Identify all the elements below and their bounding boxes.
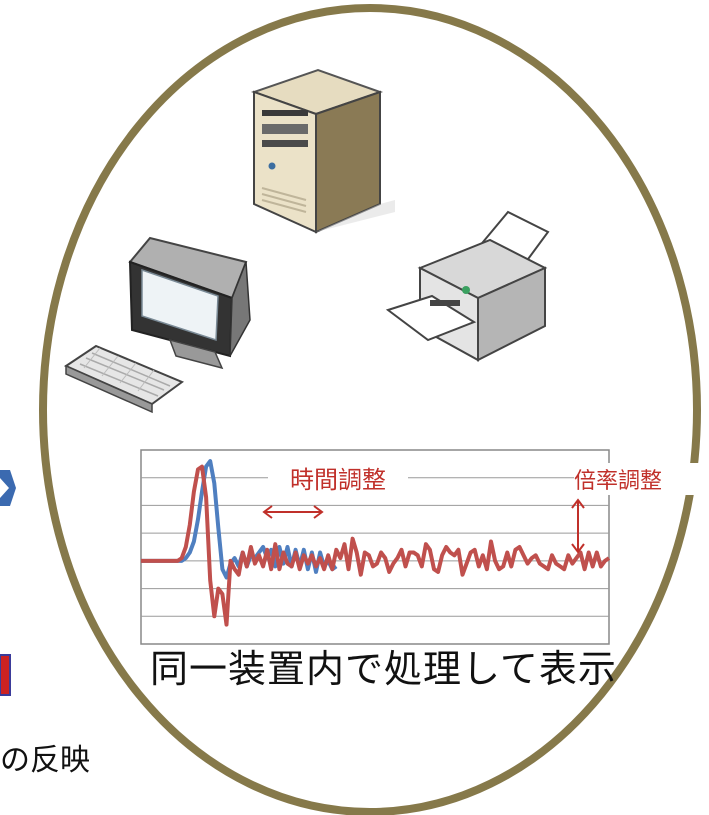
desktop-computer-icon <box>128 236 251 370</box>
scale-adjust-arrow <box>571 498 585 554</box>
server-tower-icon <box>250 68 395 234</box>
scale-adjust-label: 倍率調整 <box>574 463 709 495</box>
time-adjust-arrow <box>262 505 324 519</box>
keyboard-icon <box>63 344 185 414</box>
printer-icon <box>385 210 550 362</box>
system-ellipse <box>39 4 701 815</box>
left-arrow-head <box>0 478 9 498</box>
series-line-1 <box>141 464 611 627</box>
bottom-left-text: の反映 <box>0 743 90 778</box>
caption: 同一装置内で処理して表示 <box>150 647 617 691</box>
left-red-box <box>0 654 11 696</box>
time-adjust-label: 時間調整 <box>268 460 408 495</box>
